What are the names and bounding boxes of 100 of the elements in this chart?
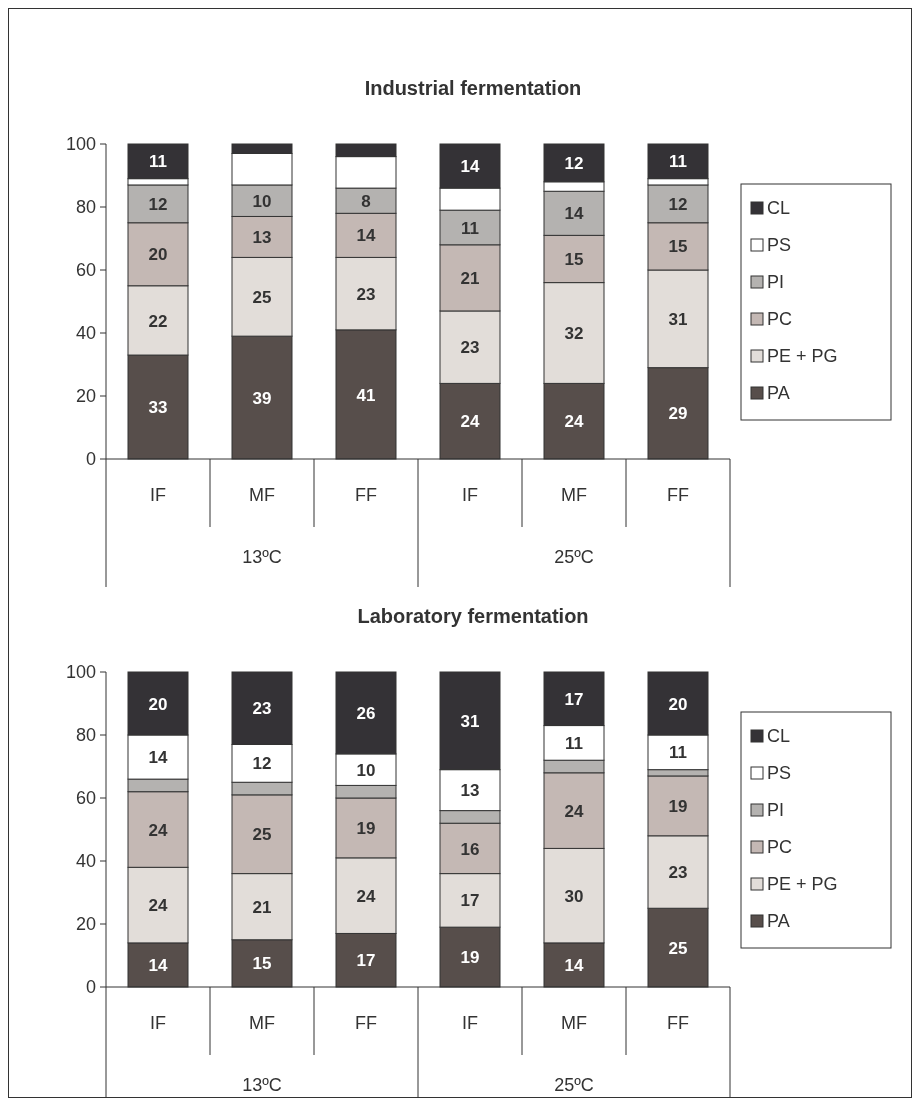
- data-label: 12: [148, 194, 168, 214]
- legend-label: PE + PG: [767, 346, 838, 367]
- y-tick-label: 80: [75, 725, 96, 746]
- legend-label: PI: [767, 800, 785, 821]
- y-tick-label: 0: [85, 977, 96, 998]
- data-label: 13: [252, 228, 272, 248]
- data-label: 14: [460, 157, 480, 177]
- data-label: 39: [252, 388, 272, 408]
- data-label: 26: [356, 704, 376, 724]
- y-tick-label: 60: [75, 788, 96, 809]
- x-tick-label: MF: [561, 1013, 587, 1034]
- data-label: 30: [564, 886, 584, 906]
- data-label: 33: [148, 398, 168, 418]
- data-label: 25: [252, 287, 272, 307]
- y-tick-label: 80: [75, 197, 96, 218]
- x-tick-label: IF: [150, 1013, 166, 1034]
- x-tick-label: MF: [561, 485, 587, 506]
- legend-label: PI: [767, 272, 785, 293]
- data-label: 11: [565, 733, 583, 753]
- y-tick-label: 60: [75, 260, 96, 281]
- data-label: 19: [356, 819, 376, 839]
- data-label: 14: [148, 956, 168, 976]
- data-label: 25: [668, 938, 688, 958]
- y-tick-label: 20: [75, 914, 96, 935]
- data-label: 24: [564, 412, 584, 432]
- data-label: 10: [356, 760, 376, 780]
- text: 13ºC: [242, 1075, 282, 1096]
- data-label: 15: [668, 237, 688, 257]
- data-label: 15: [564, 250, 584, 270]
- data-label: 14: [564, 956, 584, 976]
- legend-label: PS: [767, 763, 792, 784]
- y-tick-label: 0: [85, 449, 96, 470]
- x-tick-label: FF: [355, 1013, 377, 1034]
- data-label: 12: [668, 194, 688, 214]
- data-label: 29: [668, 404, 688, 424]
- x-tick-label: IF: [462, 485, 478, 506]
- legend-label: PC: [767, 837, 793, 858]
- legend-label: CL: [767, 198, 791, 219]
- data-label: 24: [356, 886, 376, 906]
- data-label: 10: [252, 191, 272, 211]
- data-label: 12: [564, 154, 584, 174]
- data-label: 17: [356, 951, 376, 971]
- y-tick-label: 100: [65, 662, 96, 683]
- data-label: 24: [460, 412, 480, 432]
- data-label: 11: [461, 218, 479, 238]
- legend-label: PS: [767, 235, 792, 256]
- data-label: 14: [356, 226, 376, 246]
- data-label: 20: [148, 694, 168, 714]
- data-label: 16: [460, 839, 480, 859]
- data-label: 24: [564, 801, 584, 821]
- y-tick-label: 40: [75, 851, 96, 872]
- data-label: 17: [460, 891, 480, 911]
- x-tick-label: IF: [150, 485, 166, 506]
- data-label: 32: [564, 324, 584, 344]
- data-label: 22: [148, 311, 168, 331]
- data-label: 20: [148, 245, 168, 265]
- data-label: 23: [356, 284, 376, 304]
- data-label: 14: [564, 204, 584, 224]
- data-label: 20: [668, 694, 688, 714]
- data-label: 14: [148, 748, 168, 768]
- y-tick-label: 40: [75, 323, 96, 344]
- x-tick-label: MF: [249, 1013, 275, 1034]
- data-label: 19: [668, 796, 688, 816]
- data-label: 23: [460, 338, 480, 358]
- data-label: 24: [148, 820, 168, 840]
- x-tick-label: FF: [667, 485, 689, 506]
- data-label: 13: [460, 781, 480, 801]
- chart-title: Industrial fermentation: [364, 77, 582, 99]
- legend-label: PE + PG: [767, 874, 838, 895]
- data-label: 8: [361, 191, 371, 211]
- x-tick-label: IF: [462, 1013, 478, 1034]
- data-label: 21: [252, 897, 272, 917]
- x-tick-label: FF: [355, 485, 377, 506]
- legend-label: PA: [767, 383, 790, 404]
- data-label: 12: [252, 754, 272, 774]
- data-label: 23: [668, 863, 688, 883]
- data-label: 21: [460, 268, 480, 288]
- data-label: 11: [669, 152, 687, 172]
- chart-title: Laboratory fermentation: [357, 605, 589, 627]
- data-label: 24: [148, 896, 168, 916]
- data-label: 11: [669, 743, 687, 763]
- data-label: 17: [564, 689, 584, 709]
- text: 25ºC: [554, 1075, 594, 1096]
- data-label: 19: [460, 948, 480, 968]
- data-label: 11: [149, 152, 167, 172]
- legend-label: CL: [767, 726, 791, 747]
- data-label: 23: [252, 699, 272, 719]
- legend-label: PA: [767, 911, 790, 932]
- y-tick-label: 20: [75, 386, 96, 407]
- x-tick-label: FF: [667, 1013, 689, 1034]
- x-tick-label: MF: [249, 485, 275, 506]
- legend-label: PC: [767, 309, 793, 330]
- data-label: 41: [356, 385, 376, 405]
- data-label: 31: [668, 309, 688, 329]
- text: 13ºC: [242, 547, 282, 568]
- y-tick-label: 100: [65, 134, 96, 155]
- data-label: 25: [252, 825, 272, 845]
- text: 25ºC: [554, 547, 594, 568]
- data-label: 31: [460, 711, 480, 731]
- data-label: 15: [252, 954, 272, 974]
